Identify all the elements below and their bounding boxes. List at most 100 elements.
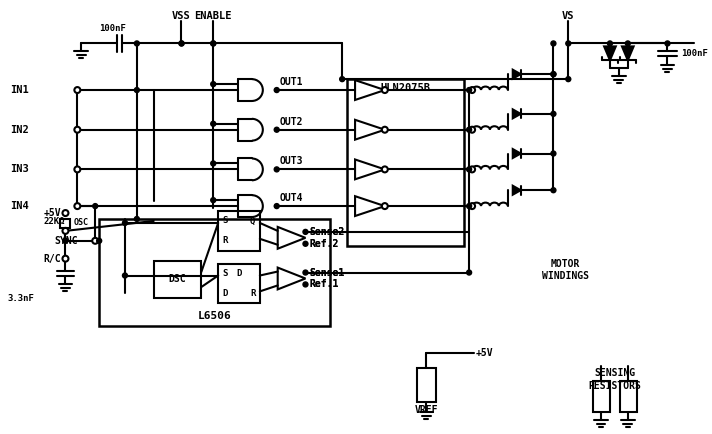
Circle shape <box>74 203 80 209</box>
Text: SYNC: SYNC <box>55 236 78 246</box>
Circle shape <box>274 127 279 132</box>
Circle shape <box>135 217 140 221</box>
Polygon shape <box>513 149 520 158</box>
Circle shape <box>466 270 471 275</box>
Text: R: R <box>250 289 256 298</box>
Circle shape <box>63 238 68 243</box>
Circle shape <box>74 87 80 93</box>
Bar <box>61 219 70 228</box>
Circle shape <box>340 77 345 82</box>
Circle shape <box>551 188 556 193</box>
Text: Q: Q <box>250 217 256 226</box>
Text: MOTOR: MOTOR <box>550 259 580 269</box>
Circle shape <box>97 238 102 243</box>
Text: S: S <box>222 269 228 278</box>
Text: +5V: +5V <box>476 348 493 358</box>
Circle shape <box>469 166 475 172</box>
Circle shape <box>63 210 68 216</box>
Circle shape <box>211 121 216 126</box>
Circle shape <box>274 88 279 92</box>
Circle shape <box>551 112 556 116</box>
Circle shape <box>135 88 140 92</box>
Text: R/C: R/C <box>43 253 61 264</box>
Text: Sense1: Sense1 <box>310 267 345 277</box>
Text: VS: VS <box>562 11 575 21</box>
Circle shape <box>274 204 279 209</box>
Text: VREF: VREF <box>414 405 438 415</box>
Circle shape <box>211 82 216 86</box>
Circle shape <box>466 88 471 92</box>
Circle shape <box>135 41 140 46</box>
Bar <box>218 211 260 251</box>
Circle shape <box>179 41 184 46</box>
Bar <box>417 368 436 402</box>
Circle shape <box>382 203 388 209</box>
Text: OUT2: OUT2 <box>280 117 303 127</box>
Polygon shape <box>513 186 520 195</box>
Text: S: S <box>222 217 228 226</box>
Text: OUT3: OUT3 <box>280 157 303 167</box>
Circle shape <box>74 127 80 133</box>
Circle shape <box>179 41 184 46</box>
Polygon shape <box>513 109 520 118</box>
Text: Ref.1: Ref.1 <box>310 279 339 289</box>
Circle shape <box>211 41 216 46</box>
Polygon shape <box>513 70 520 79</box>
Circle shape <box>625 41 630 46</box>
Circle shape <box>551 72 556 77</box>
Text: R: R <box>222 236 228 245</box>
Circle shape <box>466 167 471 172</box>
Text: Ref.2: Ref.2 <box>310 239 339 249</box>
Circle shape <box>211 161 216 166</box>
Polygon shape <box>604 46 616 60</box>
Text: 3.3nF: 3.3nF <box>8 294 35 303</box>
Circle shape <box>122 220 127 225</box>
Circle shape <box>122 273 127 278</box>
Bar <box>593 381 610 412</box>
Circle shape <box>382 87 388 93</box>
Text: D: D <box>236 269 241 278</box>
Text: ULN2075B: ULN2075B <box>381 83 431 93</box>
Text: 22KΩ: 22KΩ <box>43 217 65 227</box>
Circle shape <box>607 41 612 46</box>
Text: 100nF: 100nF <box>99 24 125 33</box>
Circle shape <box>566 41 571 46</box>
Text: Sense1: Sense1 <box>310 267 345 277</box>
Circle shape <box>274 167 279 172</box>
Text: SENSING: SENSING <box>595 368 636 378</box>
Circle shape <box>466 204 471 209</box>
Bar <box>347 79 464 246</box>
Text: Sense2: Sense2 <box>310 227 345 237</box>
Circle shape <box>382 166 388 172</box>
Circle shape <box>303 230 308 234</box>
Text: Ref.1: Ref.1 <box>310 279 339 289</box>
Circle shape <box>303 241 308 246</box>
Text: IN2: IN2 <box>10 125 28 135</box>
Text: IN1: IN1 <box>10 85 28 95</box>
Bar <box>99 219 330 326</box>
Text: OUT1: OUT1 <box>280 77 303 87</box>
Bar <box>620 381 637 412</box>
Text: ENABLE: ENABLE <box>194 11 232 21</box>
Text: L6506: L6506 <box>198 311 231 321</box>
Circle shape <box>466 127 471 132</box>
Circle shape <box>93 204 98 209</box>
Text: 100nF: 100nF <box>681 49 708 58</box>
Circle shape <box>469 127 475 133</box>
Bar <box>154 261 201 298</box>
Circle shape <box>551 151 556 156</box>
Text: OUT4: OUT4 <box>280 193 303 203</box>
Text: DSC: DSC <box>169 274 187 284</box>
Circle shape <box>303 282 308 287</box>
Circle shape <box>551 41 556 46</box>
Circle shape <box>74 166 80 172</box>
Circle shape <box>469 87 475 93</box>
Circle shape <box>63 228 68 234</box>
Circle shape <box>665 41 670 46</box>
Text: +5V: +5V <box>43 208 61 218</box>
Circle shape <box>63 256 68 262</box>
Text: IN3: IN3 <box>10 164 28 174</box>
Text: WINDINGS: WINDINGS <box>542 270 589 280</box>
Text: Sense2: Sense2 <box>310 227 345 237</box>
Text: IN4: IN4 <box>10 201 28 211</box>
